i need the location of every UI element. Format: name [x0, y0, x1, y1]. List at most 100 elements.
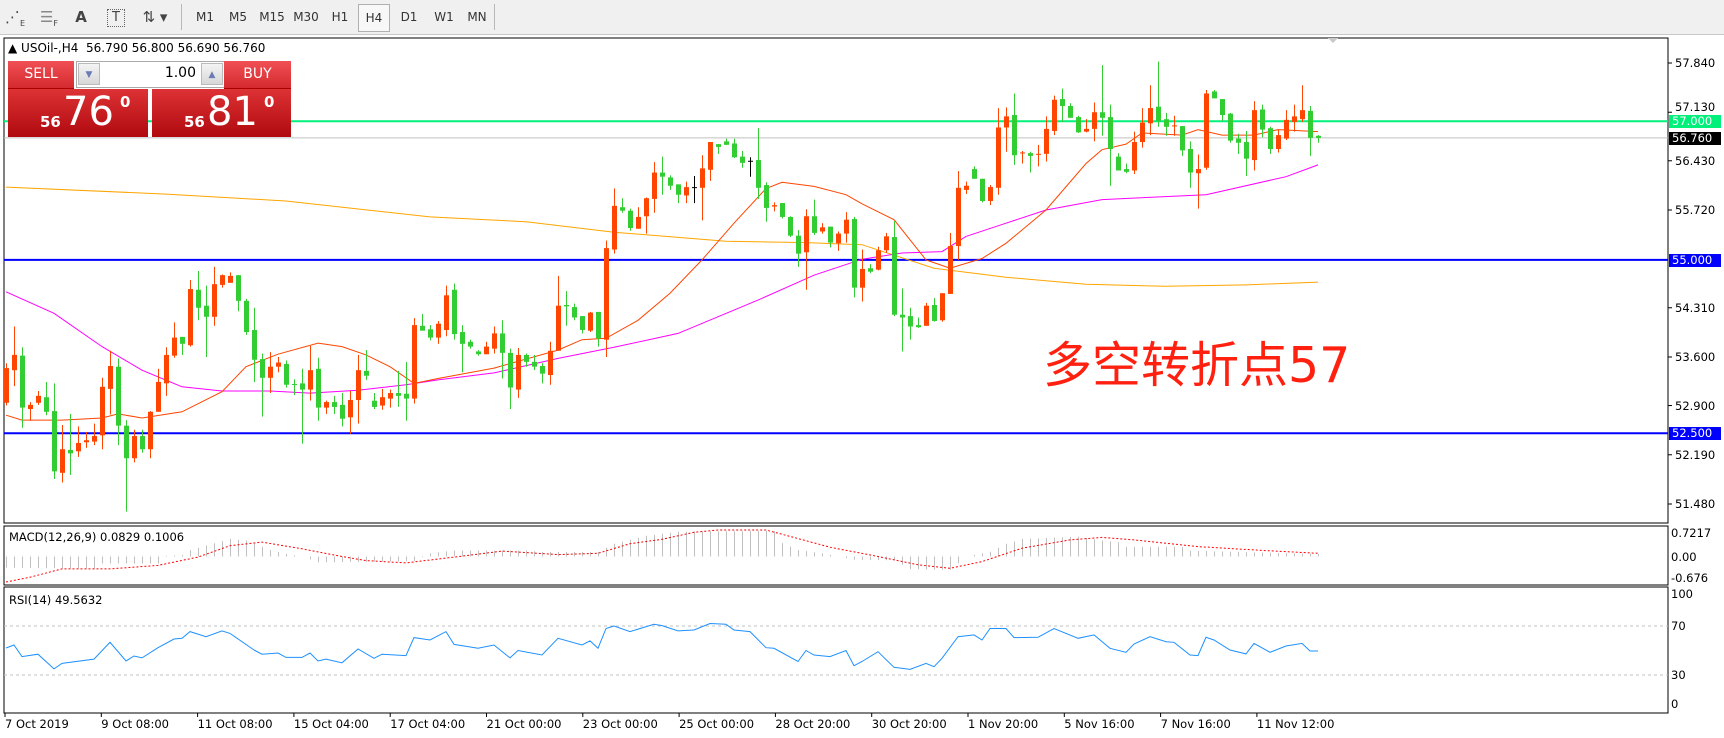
candle [796, 230, 801, 267]
arrows-dropdown-icon[interactable]: ⇅ ▾ [142, 8, 168, 26]
sell-price-button[interactable]: 56 76 0 [8, 89, 148, 137]
lot-decrease-button[interactable]: ▼ [78, 63, 100, 85]
candle-body [428, 329, 433, 338]
candle-body [36, 395, 41, 403]
candle-body [308, 370, 313, 390]
candle [1132, 131, 1137, 174]
candle [212, 266, 217, 326]
candle [132, 429, 137, 463]
lot-value[interactable]: 1.00 [164, 65, 196, 81]
candle [1068, 103, 1073, 118]
candle [1244, 130, 1249, 177]
timeframe-m30[interactable]: M30 [293, 10, 319, 24]
macd-pane [5, 529, 1319, 583]
candle-body [1188, 148, 1193, 173]
candle [236, 275, 241, 312]
candle [508, 348, 513, 410]
candle [412, 318, 417, 404]
buy-price-big: 81 [207, 89, 258, 135]
timeframe-h1[interactable]: H1 [331, 10, 349, 24]
candle [116, 358, 121, 446]
time-tick-label: 9 Oct 08:00 [101, 717, 169, 731]
candles [4, 61, 1321, 512]
candle [44, 381, 49, 416]
timeframe-w1[interactable]: W1 [434, 10, 454, 24]
candle-body [388, 393, 393, 399]
candle-body [1180, 126, 1185, 151]
timeframe-m5[interactable]: M5 [229, 10, 247, 24]
time-tick-label: 23 Oct 00:00 [582, 717, 658, 731]
candle [1172, 115, 1177, 136]
lot-increase-button[interactable]: ▲ [201, 63, 223, 85]
candle [836, 231, 841, 251]
candle-body [620, 207, 625, 211]
time-tick-label: 11 Nov 12:00 [1256, 717, 1335, 731]
macd-axis-label: -0.676 [1671, 571, 1709, 585]
candle [956, 171, 961, 260]
candle-body [28, 404, 33, 410]
buy-price-button[interactable]: 56 81 0 [152, 89, 291, 137]
fibonacci-icon[interactable]: ☰F [39, 8, 59, 28]
candle [364, 350, 369, 380]
candle-body [1300, 110, 1305, 120]
candle-body [1124, 169, 1129, 172]
candle [1036, 144, 1041, 167]
candle-body [372, 400, 377, 407]
rsi-axis-label: 100 [1671, 587, 1693, 601]
candle-body [836, 233, 841, 244]
time-tick-label: 15 Oct 04:00 [293, 717, 369, 731]
elliott-wave-icon[interactable]: ⋰E [4, 8, 26, 28]
candle-body [60, 449, 65, 473]
candle-body [540, 366, 545, 374]
candle-body [1244, 142, 1249, 159]
candle-body [100, 386, 105, 436]
sell-price-small: 56 [40, 113, 61, 131]
candle-body [940, 293, 945, 321]
candle-body [140, 436, 145, 450]
timeframe-m1[interactable]: M1 [196, 10, 214, 24]
candle [252, 307, 257, 382]
candle [628, 208, 633, 231]
lot-size-input[interactable]: ▼ 1.00 ▲ [76, 61, 225, 88]
candle [396, 370, 401, 407]
candle [652, 162, 657, 213]
candle-body [756, 160, 761, 188]
rsi-pane [4, 622, 1668, 676]
candle [428, 325, 433, 341]
candle [204, 285, 209, 358]
moving-average-fast [5, 129, 1319, 421]
time-tick-label: 7 Oct 2019 [5, 717, 69, 731]
candle [452, 283, 457, 340]
candle-body [220, 275, 225, 285]
candle-body [644, 198, 649, 217]
timeframe-h4[interactable]: H4 [358, 4, 390, 32]
candle [756, 128, 761, 199]
candle-body [764, 185, 769, 208]
candle-body [1148, 108, 1153, 124]
candle-body [1012, 115, 1017, 156]
timeframe-mn[interactable]: MN [467, 10, 487, 24]
timeframe-d1[interactable]: D1 [400, 10, 418, 24]
text-icon[interactable]: A [75, 8, 87, 26]
candle-body [260, 359, 265, 378]
buy-button[interactable]: BUY [224, 61, 291, 89]
candle-body [276, 362, 281, 367]
candle [844, 212, 849, 243]
candle-body [788, 216, 793, 236]
timeframe-m15[interactable]: M15 [259, 10, 285, 24]
candle [708, 142, 713, 181]
candle-body [652, 172, 657, 199]
candle-body [380, 397, 385, 406]
sell-button[interactable]: SELL [8, 61, 74, 89]
candle [380, 388, 385, 410]
chart-annotation-text[interactable]: 多空转折点57 [1043, 337, 1351, 394]
candle-body [404, 393, 409, 399]
candle [300, 368, 305, 444]
candle [156, 368, 161, 412]
candle-body [268, 366, 273, 378]
candle-body [1268, 128, 1273, 149]
candle-body [708, 142, 713, 170]
text-label-icon[interactable]: T [107, 9, 125, 27]
candle [1252, 101, 1257, 171]
